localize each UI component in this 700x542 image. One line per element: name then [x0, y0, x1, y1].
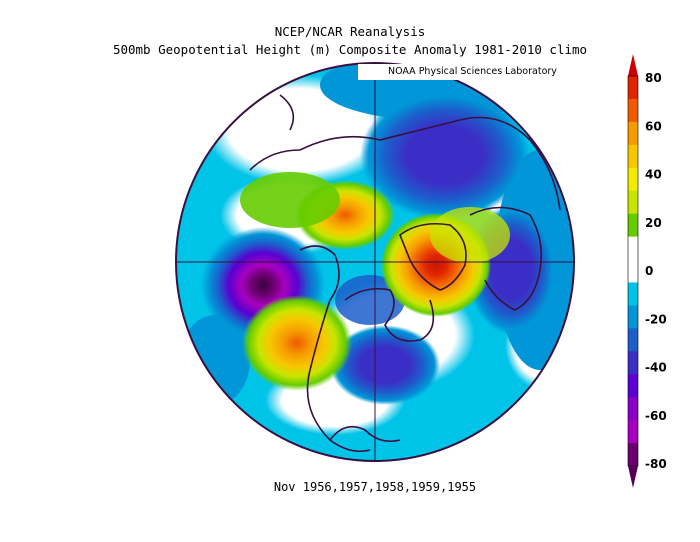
- colorbar-tick-label: 0: [645, 264, 653, 278]
- colorbar-segment: [628, 213, 638, 238]
- colorbar-segment: [628, 121, 638, 146]
- chart-subtitle: 500mb Geopotential Height (m) Composite …: [112, 42, 588, 57]
- coastline: [344, 287, 435, 342]
- credit-label: NOAA Physical Sciences Laboratory: [358, 64, 578, 80]
- colorbar-segments: [627, 75, 639, 467]
- colorbar-segment: [628, 98, 638, 123]
- positive-anomaly: [240, 172, 340, 228]
- high-center-west-america: [242, 295, 352, 391]
- colorbar-segment: [628, 76, 638, 100]
- colorbar-tick-label: -60: [645, 409, 667, 423]
- colorbar-segment: [628, 420, 638, 444]
- coastline: [399, 222, 467, 291]
- footer-caption: Nov 1956,1957,1958,1959,1955: [273, 480, 477, 494]
- colorbar-segment: [628, 144, 638, 169]
- coastline: [329, 425, 401, 443]
- coastline: [249, 149, 301, 171]
- colorbar-segment: [628, 374, 638, 398]
- colorbar-tick-label: -40: [645, 361, 667, 375]
- positive-anomaly: [430, 207, 510, 263]
- coastline: [299, 116, 561, 211]
- colorbar-tick-label: 40: [645, 168, 662, 182]
- anomaly-field: [176, 63, 574, 461]
- coastlines: [249, 94, 561, 453]
- coastline: [279, 94, 295, 131]
- colorbar-ticks: 80 60 40 20 0 -20 -40 -60 -80: [645, 71, 667, 471]
- colorbar-tick-label: 80: [645, 71, 662, 85]
- colorbar-tick-label: 60: [645, 119, 662, 133]
- colorbar-segment: [628, 259, 638, 283]
- colorbar-tick-label: -20: [645, 312, 667, 326]
- low-center-siberia: [360, 90, 530, 220]
- colorbar-tick-label: 20: [645, 216, 662, 230]
- low-center-north-america: [330, 325, 440, 405]
- colorbar-tick-label: -80: [645, 457, 667, 471]
- colorbar-segment: [628, 305, 638, 329]
- colorbar-segment: [628, 328, 638, 352]
- colorbar-segment: [628, 282, 638, 306]
- colorbar-bottom-arrow: [628, 466, 638, 488]
- colorbar-segment: [628, 236, 638, 261]
- chart-title: NCEP/NCAR Reanalysis: [274, 24, 426, 39]
- colorbar-segment: [628, 351, 638, 375]
- colorbar: 80 60 40 20 0 -20 -40 -60 -80: [627, 54, 667, 488]
- colorbar-segment: [628, 167, 638, 192]
- coastline: [469, 206, 543, 311]
- colorbar-segment: [628, 397, 638, 421]
- colorbar-segment: [628, 190, 638, 215]
- colorbar-top-arrow: [628, 54, 638, 76]
- colorbar-segment: [628, 443, 638, 467]
- coastline: [299, 245, 371, 453]
